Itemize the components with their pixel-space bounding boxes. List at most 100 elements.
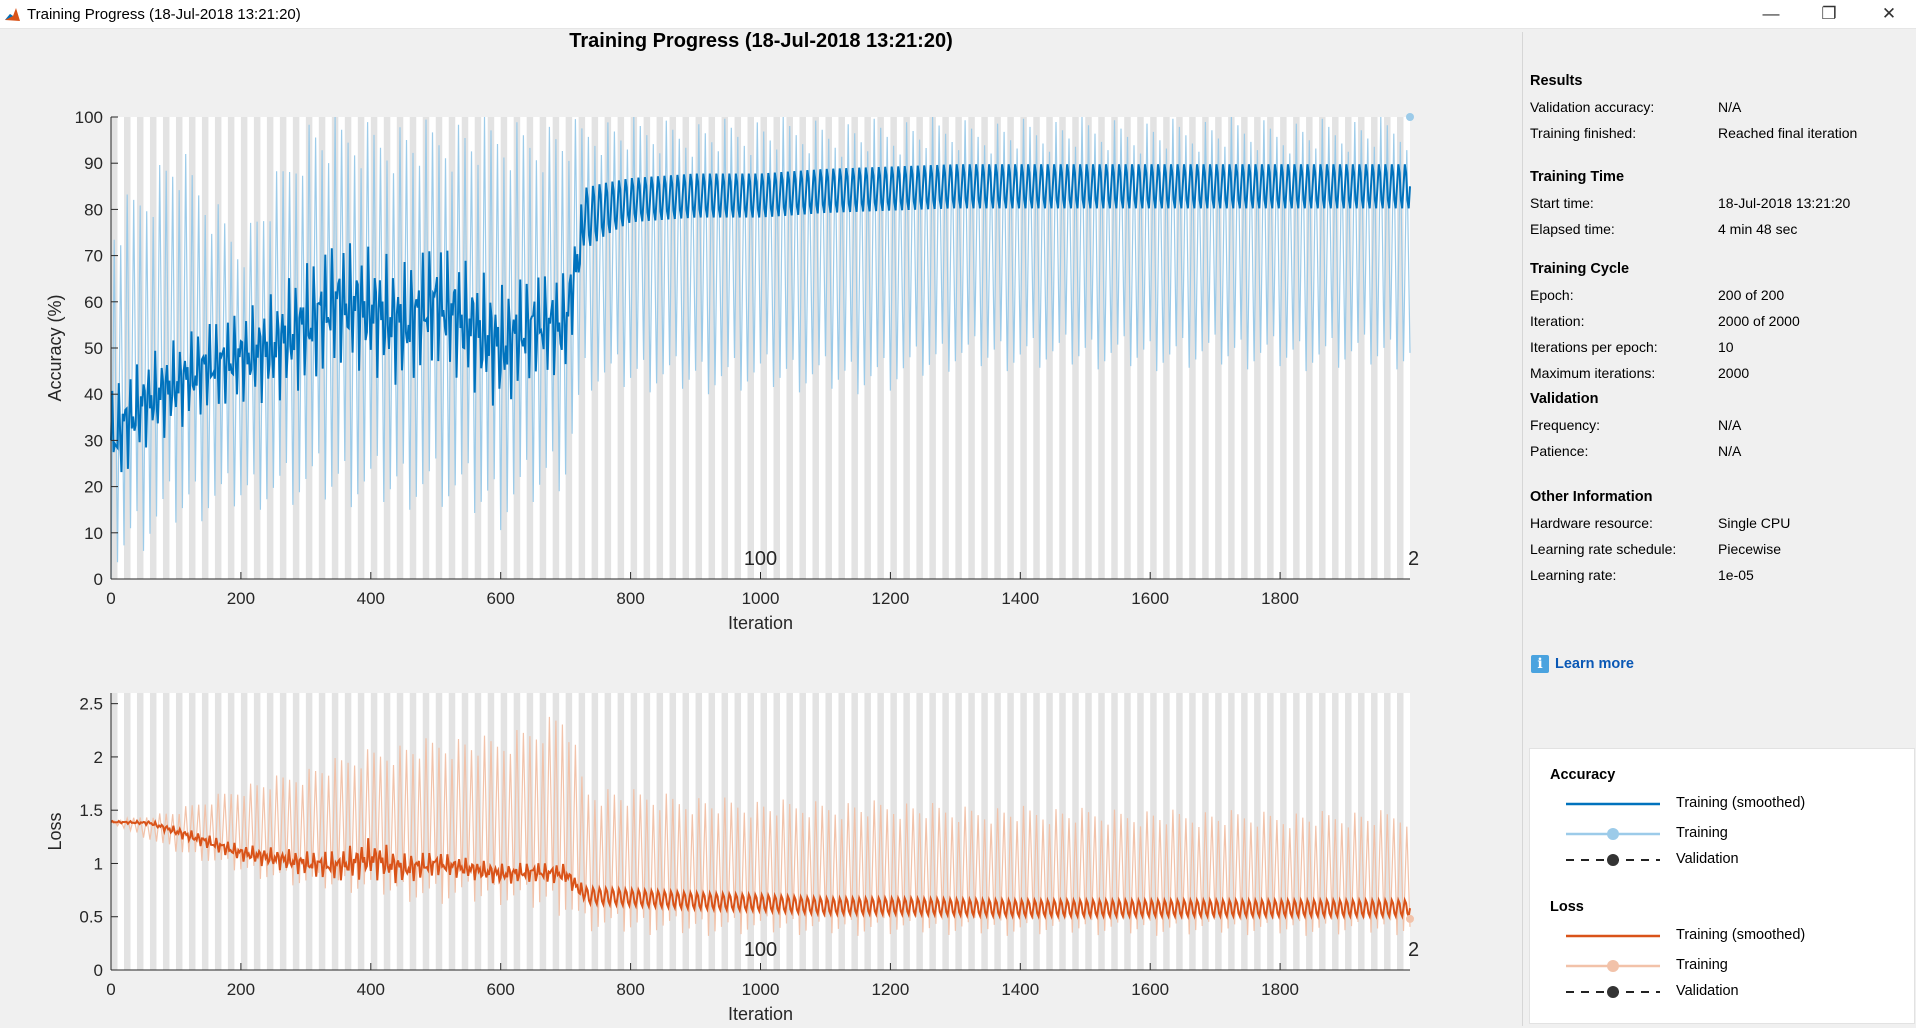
y-tick-label: 100 <box>75 108 103 127</box>
epoch-band <box>903 693 910 970</box>
epoch-band <box>981 117 988 579</box>
epoch-band <box>799 117 806 579</box>
epoch-band <box>136 117 144 579</box>
matlab-icon <box>4 6 21 23</box>
epoch-band <box>630 117 638 579</box>
info-row: Iterations per epoch: 10 <box>1530 334 1734 360</box>
training-smoothed-line <box>110 819 1411 920</box>
epoch-band <box>695 693 703 970</box>
x-tick-label: 800 <box>616 589 644 608</box>
epoch-band <box>565 117 573 579</box>
validation-line-swatch <box>1566 986 1660 998</box>
legend-label: Validation <box>1676 983 1739 999</box>
epoch-band <box>929 693 936 970</box>
epoch-band <box>201 693 209 970</box>
info-label: Learning rate: <box>1530 567 1617 583</box>
epoch-band <box>370 693 378 970</box>
info-row: Validation accuracy: N/A <box>1530 94 1741 120</box>
info-label: Maximum iterations: <box>1530 365 1656 381</box>
epoch-band <box>1020 693 1027 970</box>
close-button[interactable]: ✕ <box>1862 0 1916 28</box>
epoch-band <box>149 693 157 970</box>
y-tick-label: 90 <box>84 154 103 173</box>
epoch-band <box>357 693 365 970</box>
epoch-band <box>474 117 482 579</box>
epoch-band <box>968 117 975 579</box>
epoch-band <box>1085 117 1092 579</box>
info-section-training-time: Training Time Start time: 18-Jul-2018 13:2… <box>1530 164 1850 242</box>
minimize-button[interactable]: — <box>1744 0 1798 28</box>
maximize-button[interactable]: ❐ <box>1802 0 1856 28</box>
plot-area: Training Progress (18-Jul-2018 13:21:20)… <box>0 29 1522 1028</box>
epoch-band <box>669 693 677 970</box>
x-tick-label: 1400 <box>1001 980 1039 999</box>
epoch-band <box>708 117 716 579</box>
epoch-band <box>1137 117 1144 579</box>
epoch-band <box>1020 117 1027 579</box>
epoch-band <box>305 693 313 970</box>
learn-more-link[interactable]: i Learn more <box>1531 653 1634 675</box>
section-heading: Training Cycle <box>1530 261 1630 277</box>
epoch-band <box>1280 117 1287 579</box>
info-value: 2000 of 2000 <box>1718 313 1800 329</box>
epoch-band <box>721 117 729 579</box>
info-section-results: Results Validation accuracy: N/A Training f… <box>1530 68 1857 146</box>
epoch-band <box>1176 117 1183 579</box>
epoch-band <box>825 117 832 579</box>
epoch-band <box>552 693 560 970</box>
epoch-band <box>773 117 780 579</box>
epoch-band <box>526 693 534 970</box>
x-tick-label: 0 <box>106 589 115 608</box>
final-iteration-marker <box>1406 914 1414 923</box>
x-axis-label: Iteration <box>728 613 793 633</box>
epoch-band <box>1306 117 1313 579</box>
epoch-band <box>578 693 586 970</box>
epoch-band <box>1163 117 1170 579</box>
info-value: 1e-05 <box>1718 567 1754 583</box>
epoch-band <box>643 117 651 579</box>
epoch-band <box>253 693 261 970</box>
y-tick-label: 50 <box>84 339 103 358</box>
info-label: Frequency: <box>1530 417 1601 433</box>
epoch-band <box>851 693 858 970</box>
epoch-band <box>1358 117 1365 579</box>
y-tick-label: 10 <box>84 524 103 543</box>
y-axis-label: Accuracy (%) <box>45 294 65 401</box>
epoch-band <box>539 693 547 970</box>
x-tick-label: 0 <box>106 980 115 999</box>
window-title: Training Progress (18-Jul-2018 13:21:20) <box>27 6 301 23</box>
epoch-band <box>1293 117 1300 579</box>
info-label: Hardware resource: <box>1530 515 1653 531</box>
epoch-band <box>812 693 819 970</box>
epoch-band <box>864 117 871 579</box>
epoch-band <box>1189 117 1196 579</box>
info-icon: i <box>1531 655 1549 673</box>
y-tick-label: 80 <box>84 200 103 219</box>
epoch-band <box>630 693 638 970</box>
epoch-label: 2 <box>1408 939 1419 961</box>
epoch-band <box>721 693 729 970</box>
epoch-band <box>370 117 378 579</box>
x-tick-label: 1000 <box>742 980 780 999</box>
info-value: Piecewise <box>1718 541 1782 557</box>
epoch-band <box>695 117 703 579</box>
epoch-band <box>201 117 209 579</box>
info-row: Frequency: N/A <box>1530 412 1741 438</box>
legend-label: Training <box>1676 957 1728 973</box>
info-row: Training finished: Reached final iteratio… <box>1530 120 1857 146</box>
y-tick-label: 40 <box>84 385 103 404</box>
info-row: Learning rate schedule: Piecewise <box>1530 536 1781 562</box>
epoch-band <box>812 117 819 579</box>
legend-heading-accuracy: Accuracy <box>1550 767 1616 783</box>
loss-axes: 0 200 400 600 800 1000 1200 1400 1600 1800 0 0.5 1 1.… <box>45 693 1419 1024</box>
final-iteration-marker <box>1406 113 1414 121</box>
x-tick-label: 400 <box>357 980 385 999</box>
y-axis-label: Loss <box>45 812 65 850</box>
info-section-training-cycle: Training Cycle Epoch: 200 of 200 Iteration:… <box>1530 256 1800 386</box>
section-heading: Results <box>1530 73 1583 89</box>
epoch-band <box>942 117 949 579</box>
epoch-band <box>305 117 313 579</box>
y-tick-label: 1.5 <box>79 801 103 820</box>
training-plots: Training Progress (18-Jul-2018 13:21:20)… <box>45 30 1419 1024</box>
epoch-band <box>448 693 456 970</box>
